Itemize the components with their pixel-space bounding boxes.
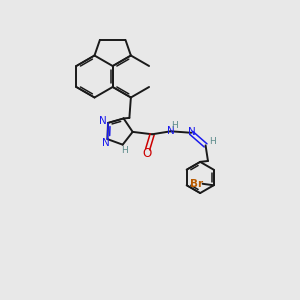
Text: H: H — [171, 121, 178, 130]
Text: Br: Br — [190, 179, 203, 189]
Text: N: N — [99, 116, 106, 125]
Text: H: H — [209, 137, 215, 146]
Text: H: H — [121, 146, 128, 154]
Text: O: O — [143, 147, 152, 160]
Text: N: N — [167, 126, 174, 136]
Text: N: N — [102, 138, 110, 148]
Text: N: N — [188, 127, 195, 137]
